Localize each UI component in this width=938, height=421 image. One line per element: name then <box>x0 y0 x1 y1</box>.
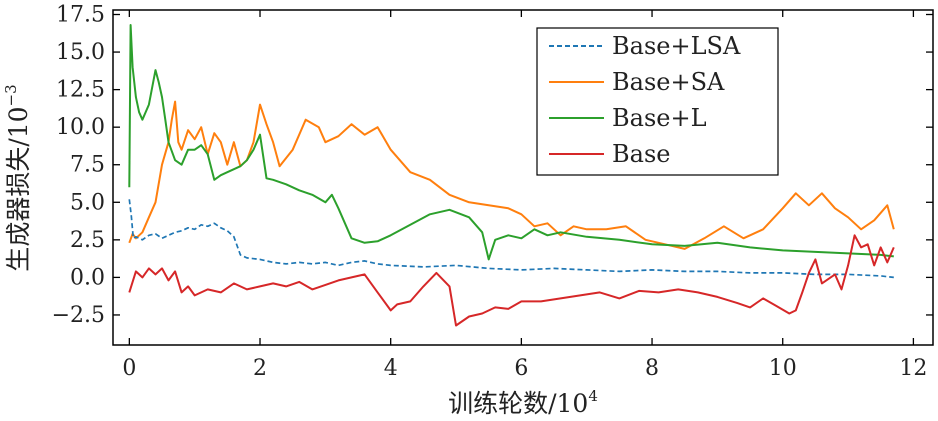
y-axis-label-text: 生成器损失/10 <box>4 106 33 271</box>
series-line-base-sa <box>128 100 895 250</box>
legend-label: Base+LSA <box>612 32 741 60</box>
y-tick-label: 15.0 <box>56 40 105 65</box>
legend: Base+LSA Base+SA Base+L Base <box>536 27 779 176</box>
x-tick-label: 0 <box>122 356 136 381</box>
ticks-layer: 0 2 4 6 8 10 12 −2.5 0.0 2.5 5.0 7.5 10.0 12.5 15.0 17.… <box>52 3 933 381</box>
x-tick-label: 12 <box>899 356 927 381</box>
series-line-base <box>128 234 895 327</box>
y-tick-label: 0.0 <box>70 265 105 290</box>
legend-box <box>536 27 779 176</box>
series-line-base-l <box>128 24 894 261</box>
x-tick-label: 2 <box>253 356 267 381</box>
series-line-base-lsa <box>128 199 894 279</box>
legend-label: Base+L <box>612 104 707 132</box>
series-layer <box>128 24 895 327</box>
x-tick-label: 6 <box>514 356 528 381</box>
x-tick-label: 8 <box>645 356 659 381</box>
plot-frame <box>112 9 934 346</box>
y-axis-label-exponent: −3 <box>2 84 20 106</box>
legend-label: Base+SA <box>612 68 725 96</box>
legend-label: Base <box>612 140 670 168</box>
y-tick-label: −2.5 <box>52 303 105 328</box>
y-tick-label: 12.5 <box>56 78 105 103</box>
y-tick-label: 7.5 <box>70 153 105 178</box>
x-tick-label: 10 <box>769 356 797 381</box>
x-axis-label-text: 训练轮数/10 <box>448 389 588 418</box>
y-tick-label: 17.5 <box>56 3 105 28</box>
y-tick-label: 10.0 <box>56 115 105 140</box>
x-axis-label-exponent: 4 <box>588 387 598 405</box>
x-axis-label: 训练轮数/104 <box>448 387 598 418</box>
y-tick-label: 5.0 <box>70 190 105 215</box>
x-tick-label: 4 <box>384 356 398 381</box>
y-axis-label: 生成器损失/10−3 <box>2 84 33 271</box>
y-tick-label: 2.5 <box>70 228 105 253</box>
